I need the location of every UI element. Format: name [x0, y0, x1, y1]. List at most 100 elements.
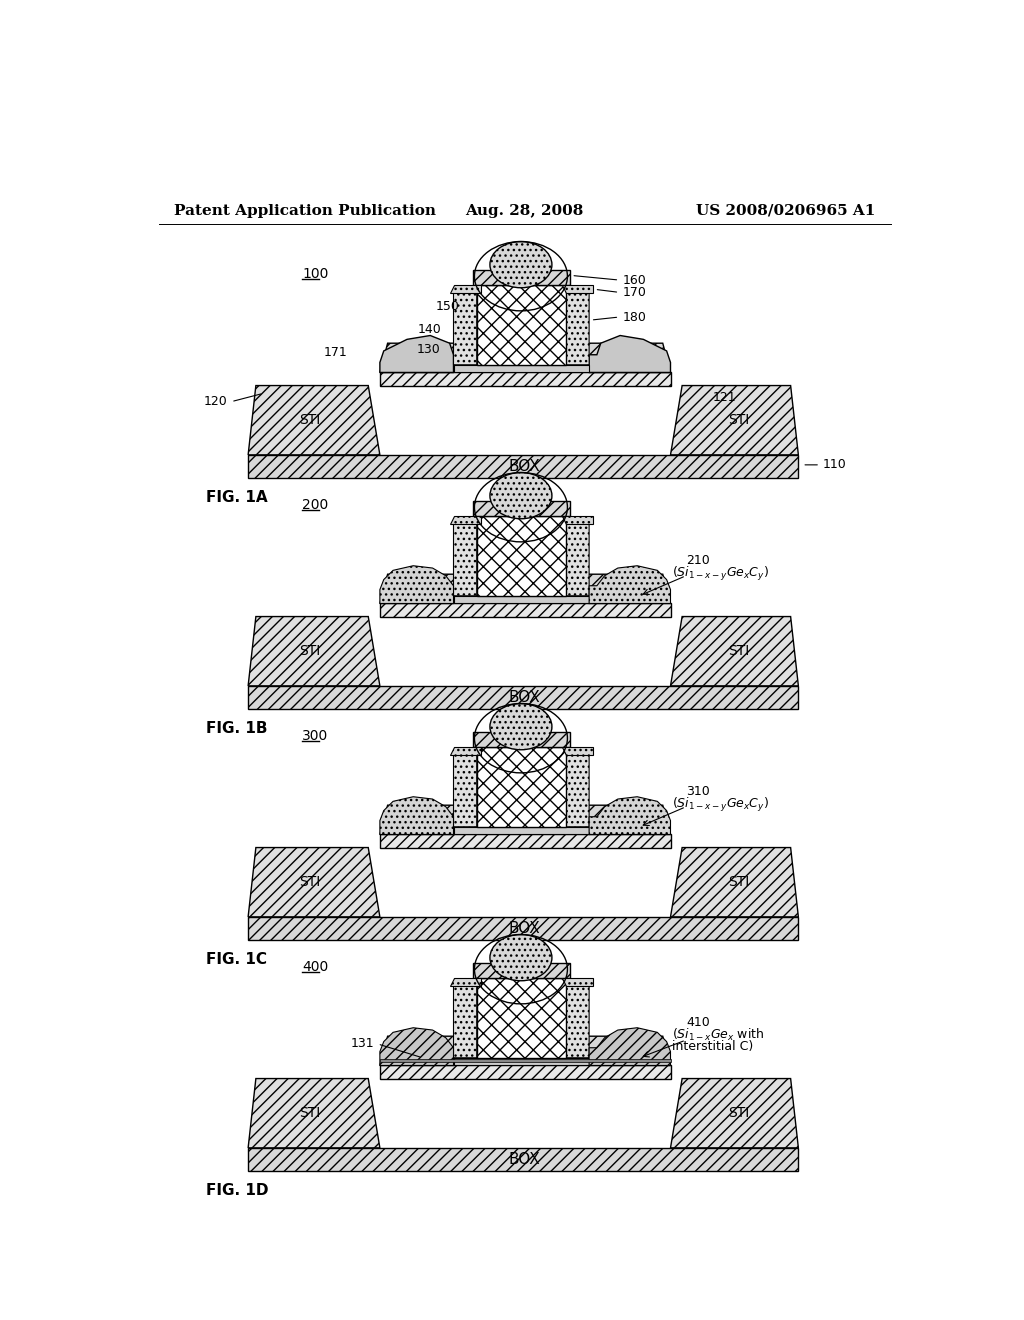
Polygon shape	[671, 616, 799, 686]
Bar	[248, 455, 799, 478]
Bar	[454, 826, 589, 834]
Text: 140: 140	[418, 323, 442, 335]
Polygon shape	[589, 566, 671, 603]
Bar	[473, 502, 569, 516]
Text: 400: 400	[302, 960, 329, 974]
Bar	[454, 1057, 589, 1065]
Text: 121: 121	[713, 391, 736, 404]
Polygon shape	[454, 747, 477, 826]
Polygon shape	[671, 847, 799, 917]
Polygon shape	[380, 574, 458, 603]
Polygon shape	[380, 1065, 671, 1078]
Polygon shape	[248, 616, 380, 686]
Text: 180: 180	[623, 310, 646, 323]
Polygon shape	[380, 566, 454, 603]
Text: STI: STI	[728, 875, 749, 890]
Polygon shape	[248, 385, 380, 455]
Polygon shape	[562, 978, 593, 986]
Polygon shape	[586, 1036, 671, 1065]
Text: STI: STI	[728, 1106, 749, 1121]
Polygon shape	[566, 978, 589, 1057]
Text: interstitial C): interstitial C)	[672, 1040, 754, 1053]
Polygon shape	[380, 805, 458, 834]
Bar	[473, 271, 569, 285]
Polygon shape	[380, 343, 458, 372]
Ellipse shape	[489, 473, 552, 519]
Polygon shape	[566, 747, 589, 826]
Bar	[477, 516, 566, 595]
Text: 131: 131	[351, 1038, 375, 1051]
Ellipse shape	[489, 242, 552, 288]
Text: STI: STI	[728, 644, 749, 659]
Bar	[454, 364, 589, 372]
Text: BOX: BOX	[509, 1152, 541, 1167]
Polygon shape	[562, 516, 593, 524]
Text: 110: 110	[822, 458, 846, 471]
Text: STI: STI	[299, 1106, 321, 1121]
Text: 410: 410	[686, 1016, 710, 1028]
Bar	[380, 1059, 671, 1063]
Polygon shape	[671, 1078, 799, 1148]
Polygon shape	[380, 603, 671, 616]
Text: STI: STI	[299, 875, 321, 890]
Polygon shape	[380, 335, 454, 372]
Text: 160: 160	[623, 273, 646, 286]
Polygon shape	[380, 1028, 454, 1065]
Polygon shape	[589, 1028, 671, 1065]
Text: 150: 150	[436, 300, 460, 313]
Bar	[473, 733, 569, 747]
Text: Patent Application Publication: Patent Application Publication	[174, 203, 436, 218]
Bar	[454, 595, 589, 603]
Polygon shape	[450, 747, 480, 755]
Polygon shape	[454, 516, 477, 595]
Ellipse shape	[489, 935, 552, 981]
Polygon shape	[586, 805, 671, 834]
Polygon shape	[566, 285, 589, 364]
Polygon shape	[586, 343, 671, 372]
Text: STI: STI	[299, 644, 321, 659]
Polygon shape	[454, 285, 477, 364]
Bar	[477, 285, 566, 364]
Polygon shape	[589, 797, 671, 834]
Text: US 2008/0206965 A1: US 2008/0206965 A1	[695, 203, 876, 218]
Polygon shape	[248, 847, 380, 917]
Text: BOX: BOX	[509, 921, 541, 936]
Polygon shape	[380, 834, 671, 847]
Text: 100: 100	[302, 267, 329, 281]
Ellipse shape	[489, 704, 552, 750]
Bar	[248, 1148, 799, 1171]
Bar	[477, 978, 566, 1057]
Text: 300: 300	[302, 729, 329, 743]
Text: 200: 200	[302, 498, 329, 512]
Text: $(Si_{1-x-y}Ge_xC_y)$: $(Si_{1-x-y}Ge_xC_y)$	[672, 565, 769, 583]
Text: STI: STI	[299, 413, 321, 428]
Polygon shape	[380, 1036, 458, 1065]
Text: 120: 120	[204, 395, 227, 408]
Polygon shape	[671, 385, 799, 455]
Bar	[477, 747, 566, 826]
Text: FIG. 1C: FIG. 1C	[206, 952, 266, 966]
Polygon shape	[589, 335, 671, 372]
Bar	[473, 964, 569, 978]
Text: FIG. 1B: FIG. 1B	[206, 721, 267, 735]
Polygon shape	[248, 1078, 380, 1148]
Text: Aug. 28, 2008: Aug. 28, 2008	[466, 203, 584, 218]
Polygon shape	[562, 285, 593, 293]
Polygon shape	[450, 285, 480, 293]
Text: 170: 170	[623, 286, 646, 298]
Text: 130: 130	[417, 343, 440, 356]
Text: FIG. 1D: FIG. 1D	[206, 1183, 268, 1197]
Polygon shape	[566, 516, 589, 595]
Polygon shape	[380, 372, 671, 385]
Text: $(Si_{1-x}Ge_x$ with: $(Si_{1-x}Ge_x$ with	[672, 1027, 765, 1043]
Bar	[248, 686, 799, 709]
Text: STI: STI	[728, 413, 749, 428]
Polygon shape	[450, 516, 480, 524]
Text: 171: 171	[324, 346, 347, 359]
Text: 310: 310	[686, 785, 710, 797]
Text: $(Si_{1-x-y}Ge_xC_y)$: $(Si_{1-x-y}Ge_xC_y)$	[672, 796, 769, 814]
Polygon shape	[380, 797, 454, 834]
Polygon shape	[586, 574, 671, 603]
Text: BOX: BOX	[509, 690, 541, 705]
Polygon shape	[450, 978, 480, 986]
